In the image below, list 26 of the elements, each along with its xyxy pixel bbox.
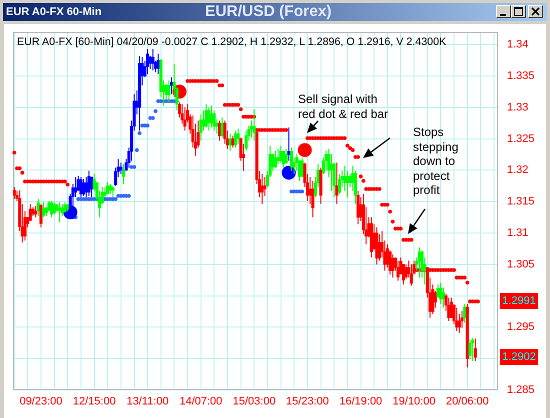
annotation: 1.2991 xyxy=(500,293,538,310)
y-tick-label: 1.34 xyxy=(507,38,528,51)
y-tick-label: 1.325 xyxy=(507,132,535,145)
y-tick-label: 1.31 xyxy=(507,227,528,240)
annotation: 1.2902 xyxy=(500,349,538,366)
y-tick-label: 1.305 xyxy=(507,258,535,270)
x-tick-label: 13/11:00 xyxy=(126,396,169,408)
x-tick-label: 09/23:00 xyxy=(20,396,62,408)
x-tick-label: 20/06:00 xyxy=(446,396,489,408)
x-tick-label: 15/23:00 xyxy=(286,396,329,408)
y-tick-label: 1.335 xyxy=(507,70,535,82)
chart-title: EUR/USD (Forex) xyxy=(205,3,332,21)
chart-subtitle: EUR A0-FX [60-Min] 04/20/09 -0.0027 C 1.2902, H 1.2932, L 1.2896, O 1.2916, V 2.4300K xyxy=(17,36,446,48)
y-tick-label: 1.285 xyxy=(507,384,535,396)
y-tick-label: 1.295 xyxy=(507,321,535,334)
y-tick-label: 1.33 xyxy=(507,101,528,114)
x-tick-label: 14/07:00 xyxy=(179,396,222,408)
annotation: Sell signal with red dot & red bar xyxy=(298,92,390,122)
y-tick-label: 1.32 xyxy=(507,164,528,176)
x-tick-label: 12/15:00 xyxy=(72,396,116,408)
annotation: Stops stepping down to protect profit xyxy=(413,125,460,198)
x-tick-label: 16/19:00 xyxy=(339,396,382,408)
text: EUR A0-FX 60-Min xyxy=(6,5,102,20)
x-tick-label: 15/03:00 xyxy=(232,396,276,408)
y-tick-label: 1.315 xyxy=(507,196,535,208)
x-tick-label: 19/10:00 xyxy=(392,396,436,408)
